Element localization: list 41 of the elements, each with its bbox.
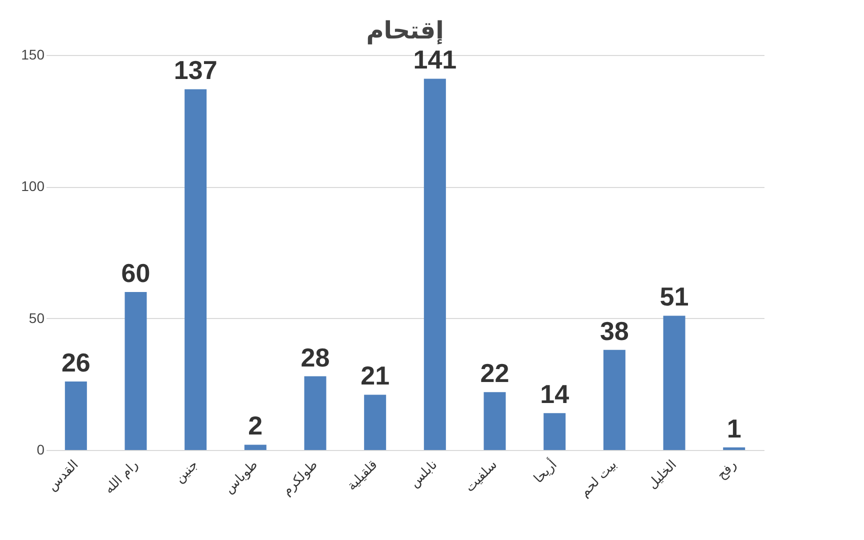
- data-label: 1: [726, 413, 742, 444]
- y-tick-label: 100: [21, 178, 45, 194]
- y-tick-label: 150: [21, 46, 45, 62]
- data-label: 141: [413, 44, 457, 75]
- bar: [603, 350, 626, 450]
- data-label: 51: [660, 282, 689, 312]
- x-tick-label: نابلس: [407, 458, 441, 491]
- x-tick-label: طوباس: [222, 458, 262, 497]
- data-label: 22: [480, 358, 510, 388]
- x-tick-label: جنين: [172, 458, 202, 486]
- x-tick-label: رام الله: [102, 458, 142, 498]
- bar: [304, 376, 326, 450]
- bar: [424, 78, 446, 450]
- data-label: 137: [174, 55, 218, 86]
- bar: [124, 292, 147, 450]
- data-label: 38: [600, 316, 629, 346]
- x-tick-label: طولكرم: [280, 458, 321, 499]
- x-tick-label: القدس: [44, 458, 82, 494]
- x-tick-label: رفح: [714, 458, 740, 483]
- data-label: 21: [360, 360, 390, 391]
- data-label: 26: [61, 348, 90, 378]
- bar: [663, 316, 686, 450]
- data-label: 2: [248, 410, 263, 441]
- bar: [484, 392, 506, 450]
- data-label: 14: [540, 379, 570, 410]
- bar: [723, 447, 746, 450]
- chart-title: إقتحام: [366, 16, 444, 45]
- data-label: 28: [300, 342, 330, 372]
- data-label: 60: [121, 258, 150, 288]
- bar: [244, 444, 266, 450]
- x-tick-label: الخليل: [645, 458, 680, 492]
- y-tick-label: 50: [28, 310, 45, 326]
- bar: [544, 413, 566, 450]
- x-tick-label: أريحا: [530, 456, 560, 486]
- bar: [184, 89, 207, 450]
- bar: [364, 394, 386, 450]
- x-tick-label: سلفيت: [462, 458, 500, 496]
- x-tick-label: بيت لحم: [577, 458, 620, 500]
- y-tick-label: 0: [36, 442, 45, 458]
- x-tick-label: قلقيلية: [344, 458, 381, 494]
- bar: [64, 382, 87, 450]
